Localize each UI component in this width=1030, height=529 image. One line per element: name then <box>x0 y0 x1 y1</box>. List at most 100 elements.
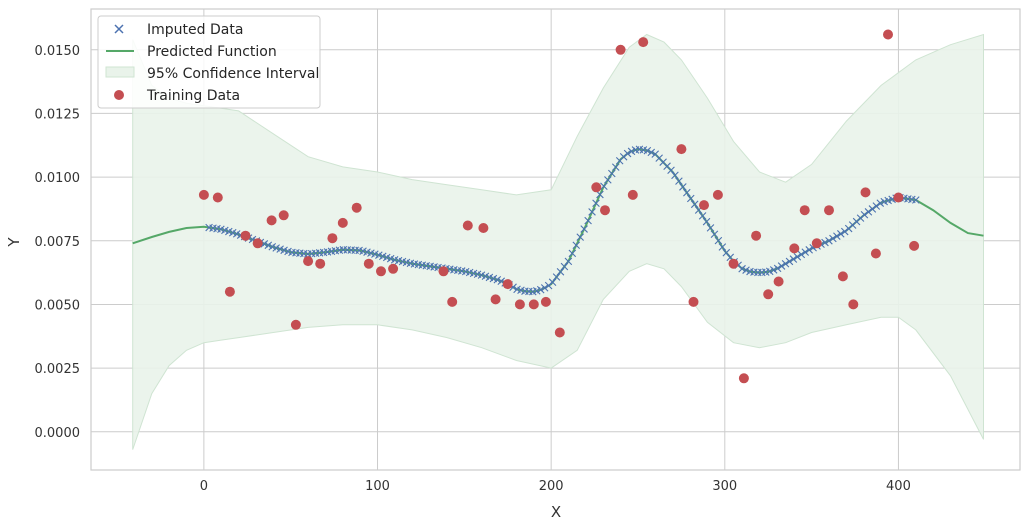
training-point <box>688 296 699 307</box>
imputed-point <box>801 248 810 256</box>
imputed-point <box>710 230 719 239</box>
imputed-point <box>765 267 774 276</box>
imputed-point <box>777 262 786 270</box>
imputed-point <box>829 234 837 243</box>
axes-frame <box>90 8 1021 471</box>
training-point <box>478 223 489 233</box>
training-point <box>909 240 920 251</box>
training-point <box>883 29 893 40</box>
training-point <box>870 248 881 259</box>
imputed-point <box>738 264 746 273</box>
imputed-point <box>675 177 683 185</box>
training-point <box>447 296 458 307</box>
circle-marker-icon <box>114 90 124 100</box>
training-point <box>600 205 610 216</box>
imputed-point <box>584 216 592 225</box>
imputed-point <box>611 163 620 171</box>
imputed-point <box>793 252 802 261</box>
y-tick-label: 0.0075 <box>35 235 81 250</box>
x-tick-label: 0 <box>200 479 208 494</box>
imputed-point <box>592 199 600 208</box>
patch-swatch-icon <box>105 66 135 78</box>
training-point <box>824 205 834 216</box>
legend-item-confidence: 95% Confidence Interval <box>105 66 319 82</box>
imputed-point <box>876 199 885 207</box>
training-point <box>212 192 223 203</box>
training-data-markers <box>198 29 920 384</box>
y-tick-label: 0.0100 <box>35 171 81 186</box>
imputed-point <box>560 262 569 271</box>
imputed-point <box>706 224 715 232</box>
imputed-point <box>552 273 561 281</box>
training-point <box>615 44 626 55</box>
training-point <box>789 243 800 254</box>
imputed-point <box>600 182 608 191</box>
imputed-point <box>576 233 585 241</box>
x-tick-label: 400 <box>886 479 911 494</box>
training-point <box>676 144 687 155</box>
training-point <box>252 238 263 249</box>
imputed-point <box>837 230 845 238</box>
imputed-point <box>536 285 545 294</box>
y-tick-label: 0.0050 <box>35 298 81 313</box>
imputed-point <box>868 205 877 213</box>
training-point <box>315 258 326 269</box>
training-point <box>738 373 749 384</box>
x-axis-label: X <box>551 503 561 521</box>
imputed-point <box>580 225 588 233</box>
y-tick-label: 0.0150 <box>35 44 81 59</box>
imputed-point <box>789 255 798 263</box>
confidence-interval-area <box>132 33 984 450</box>
x-tick-label: 300 <box>712 479 737 494</box>
training-point <box>278 210 289 221</box>
imputed-point <box>548 278 557 286</box>
training-point <box>337 217 348 228</box>
y-tick-label: 0.0000 <box>35 426 81 441</box>
training-point <box>502 279 513 290</box>
imputed-point <box>833 232 841 240</box>
imputed-point <box>564 257 573 266</box>
imputed-point <box>264 241 273 250</box>
imputed-point <box>785 257 794 266</box>
y-axis-label: Y <box>5 237 23 248</box>
legend-label-confidence: 95% Confidence Interval <box>147 66 319 82</box>
training-point <box>837 271 848 282</box>
x-tick-label: 100 <box>365 479 390 494</box>
imputed-point <box>647 148 656 157</box>
imputed-point <box>627 147 636 156</box>
training-point <box>751 230 762 241</box>
confidence-interval-band <box>132 33 984 450</box>
training-point <box>388 263 399 274</box>
legend-item-training: Training Data <box>114 88 240 104</box>
imputed-point <box>912 196 920 204</box>
training-point <box>728 258 739 269</box>
training-point <box>290 319 301 330</box>
imputed-point <box>540 284 549 292</box>
imputed-point <box>742 266 750 274</box>
imputed-point <box>568 249 577 258</box>
imputed-point <box>805 246 813 254</box>
training-point <box>327 233 338 244</box>
imputed-point <box>596 190 604 199</box>
training-point <box>712 189 723 200</box>
training-point <box>848 299 859 310</box>
training-point <box>763 289 774 300</box>
y-tick-labels: 0.0000 0.0025 0.0050 0.0075 0.0100 0.0125 0.01… <box>35 44 81 441</box>
training-point <box>240 230 251 241</box>
training-point <box>893 192 904 203</box>
imputed-point <box>864 208 873 216</box>
imputed-point <box>821 238 829 247</box>
legend-item-predicted: Predicted Function <box>106 44 277 60</box>
training-point <box>773 276 784 287</box>
legend-item-imputed: Imputed Data <box>114 22 243 38</box>
training-point <box>699 200 709 211</box>
imputed-point <box>608 169 616 178</box>
imputed-point <box>702 217 711 226</box>
training-point <box>438 266 449 277</box>
training-point <box>198 189 209 200</box>
training-point <box>224 286 235 297</box>
imputed-point <box>690 200 699 209</box>
x-tick-label: 200 <box>539 479 564 494</box>
x-tick-labels: 0 100 200 300 400 <box>200 479 911 494</box>
